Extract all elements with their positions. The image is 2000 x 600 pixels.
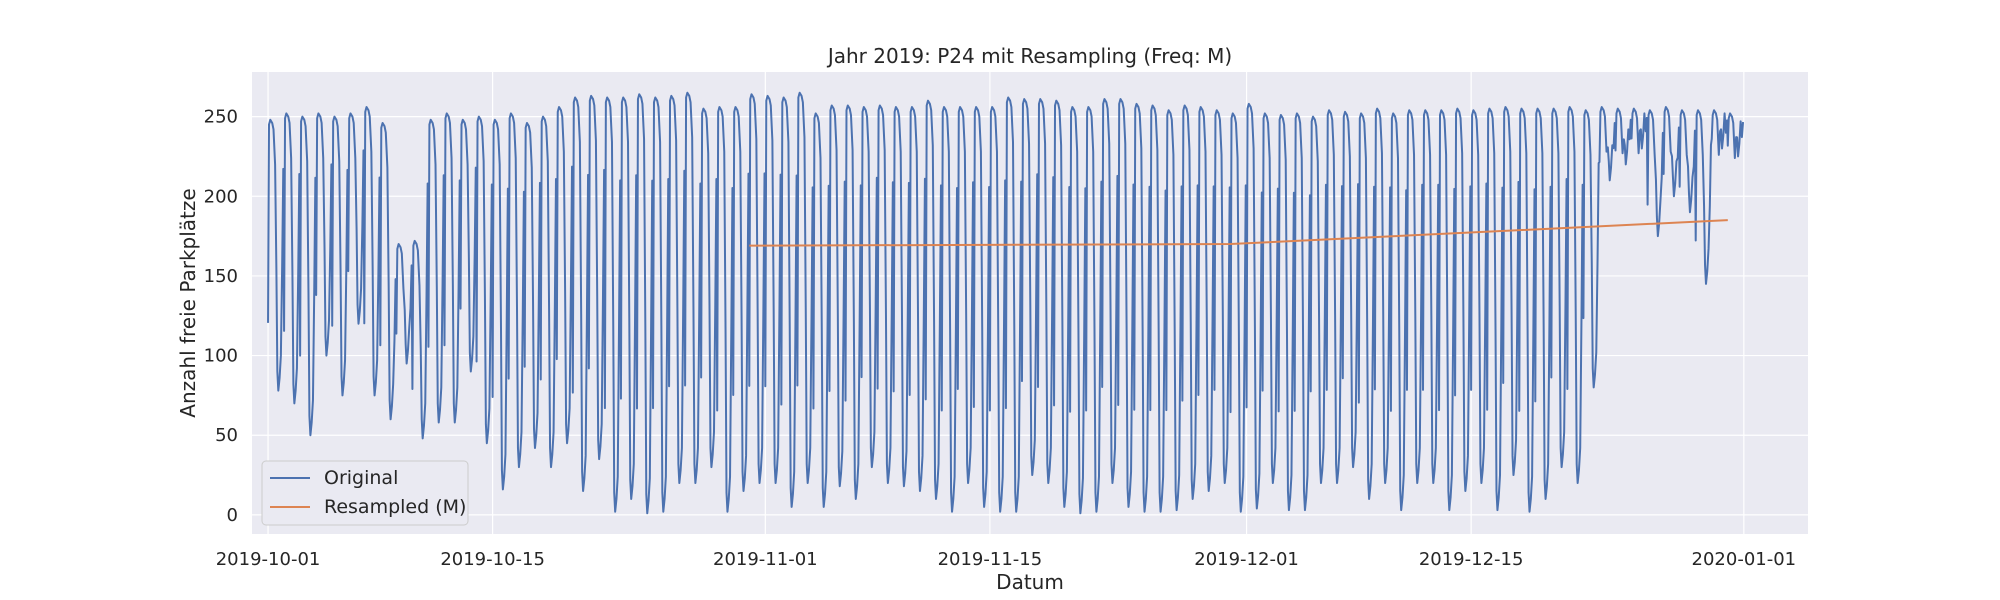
- y-tick-label: 100: [204, 346, 238, 367]
- series-resampled-line: [749, 219, 1728, 247]
- chart-title: Jahr 2019: P24 mit Resampling (Freq: M): [826, 44, 1232, 68]
- axis-ticks: 0 50 100 150 200 250 2019-10-01 2019-10-15 2019-…: [204, 107, 1796, 570]
- series-layer: [267, 91, 1745, 515]
- legend-label-original: Original: [324, 467, 398, 489]
- series-original-line: [267, 91, 1745, 515]
- y-tick-label: 250: [204, 107, 238, 128]
- x-tick-label: 2019-12-15: [1419, 549, 1524, 570]
- x-tick-label: 2019-11-15: [938, 549, 1043, 570]
- legend-box: [261, 460, 469, 526]
- y-tick-label: 200: [204, 186, 238, 207]
- y-axis-label: Anzahl freie Parkplätze: [176, 188, 200, 417]
- x-tick-label: 2019-11-01: [713, 549, 818, 570]
- x-tick-label: 2019-10-15: [440, 549, 545, 570]
- y-tick-label: 0: [227, 505, 238, 526]
- y-tick-label: 50: [215, 425, 238, 446]
- x-tick-label: 2019-10-01: [216, 549, 321, 570]
- x-axis-label: Datum: [996, 570, 1064, 594]
- x-tick-label: 2019-12-01: [1194, 549, 1299, 570]
- y-tick-label: 150: [204, 266, 238, 287]
- legend-label-resampled: Resampled (M): [324, 496, 466, 518]
- x-tick-label: 2020-01-01: [1692, 549, 1797, 570]
- legend: Original Resampled (M): [261, 460, 469, 526]
